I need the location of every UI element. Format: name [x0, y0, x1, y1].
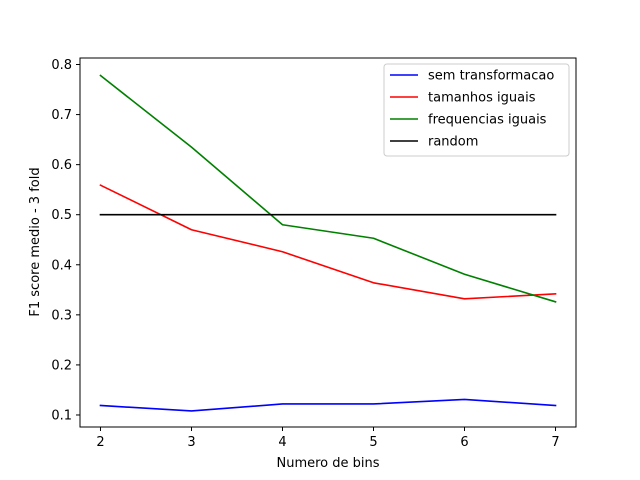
series-line-2 [99, 74, 557, 303]
x-tick-label: 6 [460, 435, 468, 450]
x-axis-label: Numero de bins [276, 456, 379, 471]
y-tick-label: 0.2 [51, 358, 72, 373]
legend-label-2: frequencias iguais [428, 113, 547, 128]
legend: sem transformacao tamanhos iguais frequenc… [383, 63, 570, 157]
legend-box [383, 63, 570, 157]
x-tick-label: 4 [278, 435, 286, 450]
x-tick-label: 5 [369, 435, 377, 450]
y-tick-label: 0.6 [51, 158, 72, 173]
y-tick-label: 0.3 [51, 308, 72, 323]
series-line-1 [99, 184, 557, 300]
legend-label-1: tamanhos iguais [428, 91, 536, 106]
y-axis: 0.1 0.2 0.3 0.4 0.5 0.6 0.7 0.8 [51, 58, 80, 423]
x-tick-label: 3 [187, 435, 195, 450]
y-tick-label: 0.4 [51, 258, 72, 273]
y-axis-label: F1 score medio - 3 fold [28, 167, 43, 316]
legend-label-0: sem transformacao [428, 69, 554, 84]
y-tick-label: 0.1 [51, 408, 72, 423]
y-tick-label: 0.7 [51, 108, 72, 123]
legend-label-3: random [428, 135, 478, 150]
plot-frame [79, 57, 577, 428]
y-tick-label: 0.5 [51, 208, 72, 223]
y-tick-label: 0.8 [51, 58, 72, 73]
x-tick-label: 2 [96, 435, 104, 450]
plot-lines [99, 74, 557, 412]
x-tick-label: 7 [551, 435, 559, 450]
series-line-0 [99, 398, 557, 412]
x-axis: 2 3 4 5 6 7 [96, 427, 560, 450]
